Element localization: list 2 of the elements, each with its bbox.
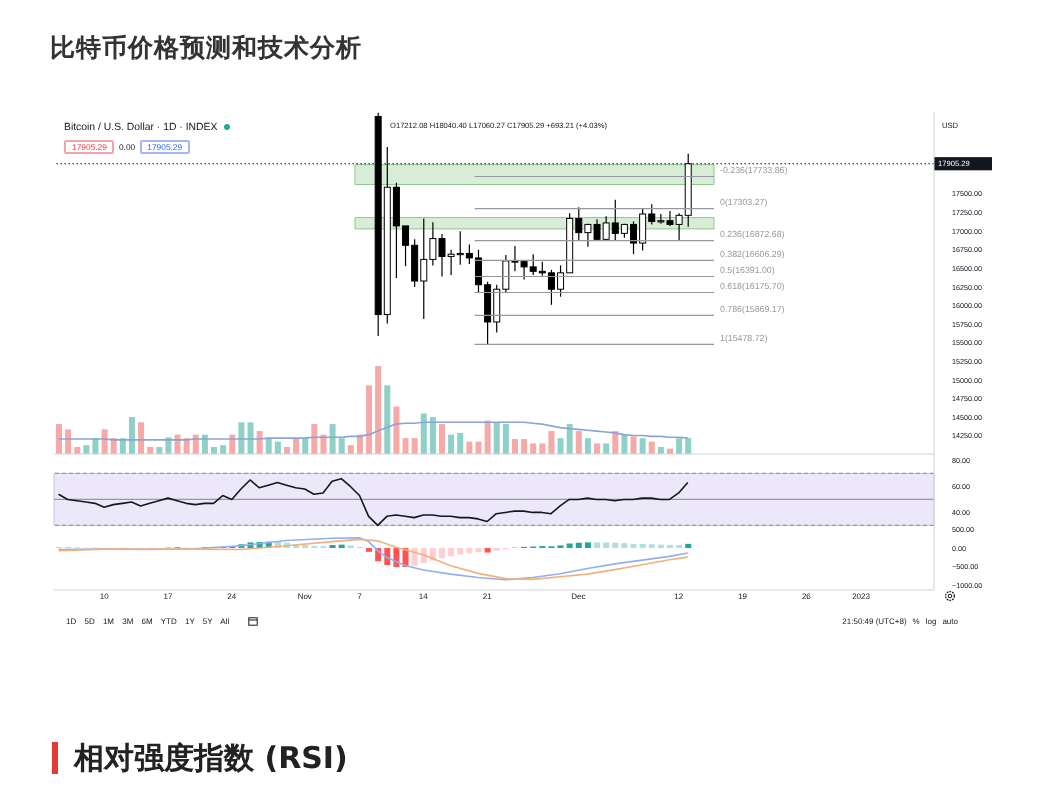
chart-title: 比特币价格预测和技术分析: [50, 32, 362, 64]
text: 相对强度指数 (RSI): [74, 739, 348, 777]
